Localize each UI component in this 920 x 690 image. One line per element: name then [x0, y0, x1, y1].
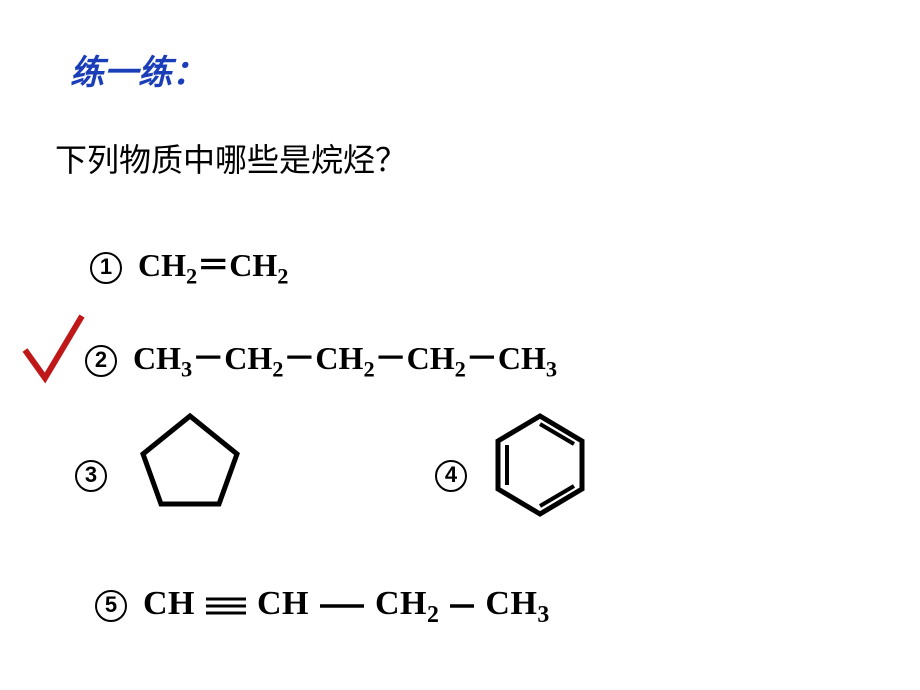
single-bond-icon: [318, 601, 366, 611]
f5-ch1: CH: [143, 585, 195, 622]
f5-ch3: CH2: [375, 585, 439, 622]
f5-ch4: CH3: [485, 585, 549, 622]
option-4: 4: [435, 455, 475, 492]
option-5: 5 CH CH CH2 CH3: [95, 585, 550, 623]
practice-title: 练一练：: [70, 45, 206, 94]
option-2-number: 2: [85, 345, 117, 377]
option-3: 3: [75, 455, 115, 492]
option-2-formula: CH3－CH2－CH2－CH2－CH3: [133, 340, 557, 376]
option-5-formula: CH CH CH2 CH3: [143, 585, 550, 622]
triple-bond-icon: [204, 596, 248, 616]
single-bond-icon-2: [448, 601, 476, 611]
option-5-number: 5: [95, 590, 127, 622]
cyclopentane-icon: [135, 410, 245, 510]
option-1-number: 1: [90, 252, 122, 284]
f5-ch2: CH: [257, 585, 309, 622]
correct-check-icon: [20, 310, 90, 390]
option-4-number: 4: [435, 460, 467, 492]
option-2: 2 CH3－CH2－CH2－CH2－CH3: [85, 333, 557, 379]
question-text: 下列物质中哪些是烷烃？: [55, 135, 407, 181]
option-3-number: 3: [75, 460, 107, 492]
benzene-icon: [490, 410, 590, 520]
option-1-formula: CH2＝CH2: [138, 247, 288, 283]
option-1: 1 CH2＝CH2: [90, 240, 288, 286]
